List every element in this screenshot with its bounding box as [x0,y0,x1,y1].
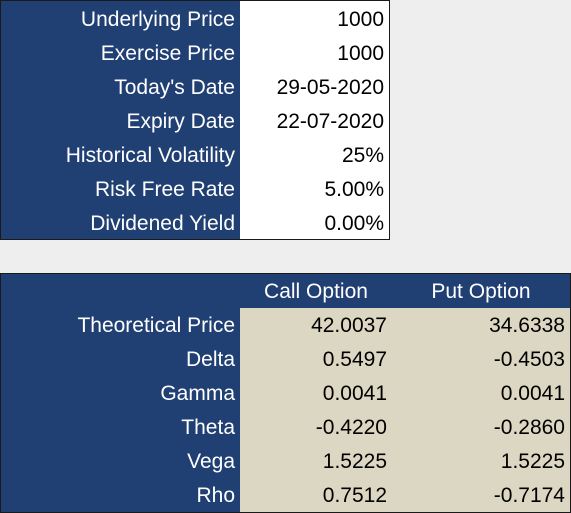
dividend-yield-cell[interactable]: 0.00% [324,212,384,235]
gamma-put-cell[interactable]: 0.0041 [500,382,565,405]
delta-label: Delta [185,348,235,371]
rho-call-cell[interactable]: 0.7512 [322,484,387,507]
theoretical-price-put-cell[interactable]: 34.6338 [489,314,565,337]
dividend-yield-label: Dividened Yield [90,212,235,235]
input-row-expiry-date: Expiry Date 22-07-2020 [1,105,389,139]
expiry-date-label: Expiry Date [126,110,235,133]
result-row-vega: Vega 1.5225 1.5225 [1,445,570,479]
input-row-underlying-price: Underlying Price 1000 [1,3,389,37]
result-row-theta: Theta -0.4220 -0.2860 [1,411,570,445]
put-option-header: Put Option [431,280,531,303]
input-row-dividend-yield: Dividened Yield 0.00% [1,207,389,241]
result-row-theoretical-price: Theoretical Price 42.0037 34.6338 [1,309,570,343]
result-row-gamma: Gamma 0.0041 0.0041 [1,377,570,411]
delta-call-cell[interactable]: 0.5497 [322,348,387,371]
results-header-blank [1,274,240,308]
theta-label: Theta [181,416,235,439]
underlying-price-label: Underlying Price [80,8,235,31]
vega-call-cell[interactable]: 1.5225 [322,450,387,473]
historical-volatility-label: Historical Volatility [65,144,235,167]
theta-call-cell[interactable]: -0.4220 [315,416,387,439]
input-row-todays-date: Today's Date 29-05-2020 [1,71,389,105]
inputs-label-column [1,1,240,239]
gamma-label: Gamma [160,382,235,405]
result-row-delta: Delta 0.5497 -0.4503 [1,343,570,377]
input-row-historical-volatility: Historical Volatility 25% [1,139,389,173]
expiry-date-cell[interactable]: 22-07-2020 [276,110,384,133]
exercise-price-cell[interactable]: 1000 [337,42,384,65]
rho-label: Rho [196,484,235,507]
exercise-price-label: Exercise Price [100,42,235,65]
results-values-area [240,308,570,512]
results-table: Call Option Put Option Theoretical Price… [0,273,571,513]
risk-free-rate-label: Risk Free Rate [94,178,235,201]
theoretical-price-call-cell[interactable]: 42.0037 [311,314,387,337]
result-row-rho: Rho 0.7512 -0.7174 [1,479,570,513]
delta-put-cell[interactable]: -0.4503 [493,348,565,371]
theoretical-price-label: Theoretical Price [77,314,235,337]
input-row-risk-free-rate: Risk Free Rate 5.00% [1,173,389,207]
historical-volatility-cell[interactable]: 25% [341,144,384,167]
todays-date-label: Today's Date [114,76,235,99]
input-row-exercise-price: Exercise Price 1000 [1,37,389,71]
theta-put-cell[interactable]: -0.2860 [493,416,565,439]
rho-put-cell[interactable]: -0.7174 [493,484,565,507]
risk-free-rate-cell[interactable]: 5.00% [324,178,384,201]
todays-date-cell[interactable]: 29-05-2020 [276,76,384,99]
underlying-price-cell[interactable]: 1000 [337,8,384,31]
inputs-table: Underlying Price 1000 Exercise Price 100… [0,0,390,240]
vega-put-cell[interactable]: 1.5225 [500,450,565,473]
gamma-call-cell[interactable]: 0.0041 [322,382,387,405]
call-option-header: Call Option [264,280,368,303]
vega-label: Vega [187,450,235,473]
results-header-row: Call Option Put Option [1,274,570,308]
